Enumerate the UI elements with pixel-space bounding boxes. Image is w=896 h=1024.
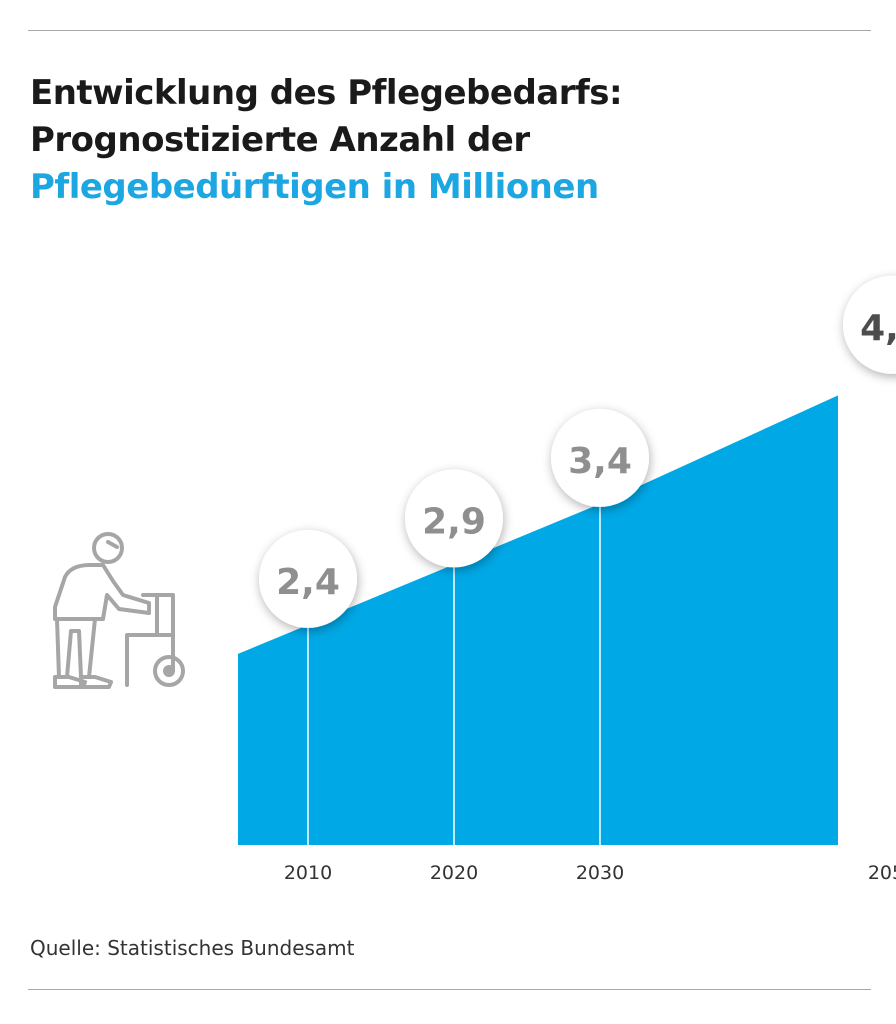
top-rule: [28, 30, 871, 31]
title-line-1: Entwicklung des Pflegebedarfs:: [30, 73, 623, 113]
bottom-rule: [28, 989, 871, 990]
value-label-2050: 4,5: [860, 308, 896, 349]
value-label-2030: 3,4: [568, 441, 632, 482]
title-line-2: Prognostizierte Anzahl der: [30, 120, 530, 160]
title-line-3: Pflegebedürftigen in Millionen: [30, 167, 599, 207]
chart-title: Entwicklung des Pflegebedarfs: Prognosti…: [30, 70, 623, 211]
value-label-2010: 2,4: [276, 562, 340, 603]
value-bubble-2010: [259, 529, 357, 628]
value-bubble-2020: [405, 469, 503, 568]
value-bubble-2030: [551, 408, 649, 507]
value-label-2020: 2,9: [422, 501, 486, 542]
chart-area: [238, 370, 892, 845]
x-tick-2030: 2030: [576, 862, 624, 884]
x-tick-2020: 2020: [430, 862, 478, 884]
x-tick-2050: 2050: [868, 862, 896, 884]
x-tick-2010: 2010: [284, 862, 332, 884]
source-note: Quelle: Statistisches Bundesamt: [30, 936, 355, 960]
value-bubble-2050: [843, 275, 896, 374]
elderly-person-with-walker-icon: [53, 532, 185, 689]
